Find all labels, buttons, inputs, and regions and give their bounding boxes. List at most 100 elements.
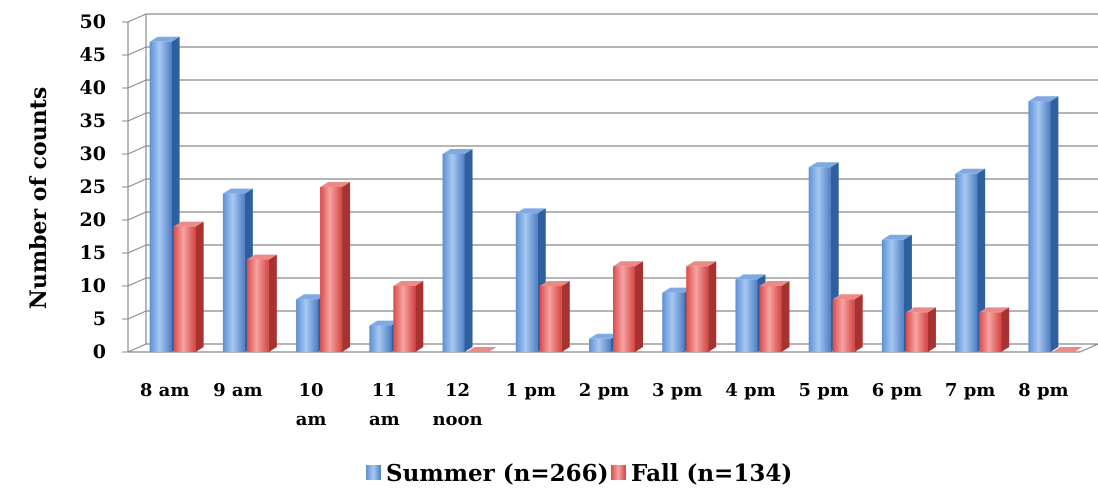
x-category-label: 1 pm (506, 380, 556, 401)
bar-front (246, 259, 269, 352)
bar-front (808, 167, 831, 352)
legend-label-summer: Summer (n=266) (386, 460, 609, 487)
bar-top (173, 221, 204, 227)
y-tick-label: 40 (80, 77, 106, 99)
y-tick-label: 45 (80, 44, 106, 66)
bar-top (881, 234, 912, 240)
bar-top (539, 281, 570, 286)
y-tick-label: 35 (80, 110, 106, 132)
x-category-label-line: 5 pm (798, 380, 848, 401)
grid-line-depth (127, 277, 147, 287)
bar-fall (979, 307, 1010, 352)
y-tick-label: 0 (93, 341, 106, 363)
legend-swatch-fall (611, 465, 626, 480)
x-category-label-line: 4 pm (725, 380, 775, 401)
bar-fall (539, 281, 570, 352)
bar-top (662, 287, 693, 293)
bar-side (635, 261, 643, 352)
x-category-label-line: 7 pm (945, 380, 995, 401)
bar-front (759, 286, 782, 352)
bar-side (977, 168, 986, 352)
bar-fall (905, 307, 936, 352)
x-category-label: 11 am (369, 380, 400, 430)
x-category-label-line: 12 (445, 380, 470, 401)
bar-side (927, 307, 936, 352)
bar-fall (393, 281, 424, 352)
y-tick-label: 5 (93, 308, 106, 330)
bar-front (735, 279, 758, 352)
bar-side (268, 254, 277, 352)
bar-fall (613, 261, 643, 352)
x-category-label-line: noon (432, 409, 482, 430)
grid-line-depth (127, 211, 147, 221)
bar-fall (759, 281, 790, 352)
bar-top (955, 168, 986, 174)
bar-fall (246, 254, 277, 352)
y-tick-label: 30 (80, 143, 106, 165)
legend-swatch-summer (366, 465, 381, 480)
x-category-label-line: 11 (372, 380, 397, 401)
bar-top (393, 281, 424, 286)
grid-line-depth (127, 79, 147, 89)
x-category-labels: 8 am 9 am 10 am 11 am 12 noon 1 pm 2 pm 3 pm 4 pm 5 … (140, 380, 1069, 430)
bar-front (979, 312, 1002, 352)
bar-top (515, 208, 546, 214)
bar-top (222, 188, 253, 194)
bar-top (905, 307, 936, 313)
bar-fall (832, 294, 863, 352)
bar-front (589, 338, 611, 352)
bar-top (466, 347, 497, 352)
y-tick-label: 10 (80, 275, 106, 297)
bar-top (369, 320, 400, 326)
bar-top (735, 274, 766, 280)
x-category-label: 3 pm (652, 380, 702, 401)
bar-side (195, 221, 204, 352)
bar-side (415, 281, 424, 352)
grid-line-depth (127, 310, 147, 320)
grid-line-depth (127, 178, 147, 188)
bar-front (369, 325, 392, 352)
bar-front (955, 173, 978, 352)
bar-top (808, 162, 839, 168)
x-category-label: 10 am (296, 380, 327, 430)
bar-top (296, 294, 327, 300)
bar-front (222, 193, 245, 352)
bar-front (662, 292, 685, 352)
y-tick-label: 15 (80, 242, 106, 264)
bar-fall (1052, 347, 1083, 352)
bar-top (1028, 96, 1059, 102)
bar-top (832, 294, 863, 300)
bar-front (149, 41, 172, 353)
bar-front (173, 226, 196, 352)
grid-line-depth (127, 46, 147, 56)
bar-side (342, 182, 351, 352)
bar-fall (686, 261, 717, 352)
x-category-label: 5 pm (798, 380, 848, 401)
bar-front (539, 286, 562, 352)
bar-top (759, 281, 790, 286)
x-category-label: 6 pm (872, 380, 922, 401)
bar-fall (320, 182, 351, 352)
bar-fall (466, 347, 497, 352)
bar-top (246, 254, 277, 260)
y-tick-label: 20 (80, 209, 106, 231)
x-category-label-line: am (296, 409, 327, 430)
y-tick-labels: 0 5 10 15 20 25 30 35 40 45 50 (80, 11, 128, 363)
x-category-label-line: am (369, 409, 400, 430)
bar-fall (173, 221, 204, 352)
grid-line-depth (127, 13, 147, 23)
bar-side (561, 281, 570, 352)
x-category-label: 9 am (213, 380, 263, 401)
bar-top (442, 149, 473, 154)
bar-side (1050, 96, 1059, 352)
x-category-label-line: 8 am (140, 380, 190, 401)
bar-summer (955, 168, 986, 352)
bar-side (781, 281, 790, 352)
grid-line-depth (127, 145, 147, 155)
bar-front (320, 187, 343, 352)
bar-summer (1028, 96, 1059, 352)
bar-front (393, 286, 416, 352)
grid-line-depth (127, 343, 147, 353)
x-category-label: 2 pm (579, 380, 629, 401)
